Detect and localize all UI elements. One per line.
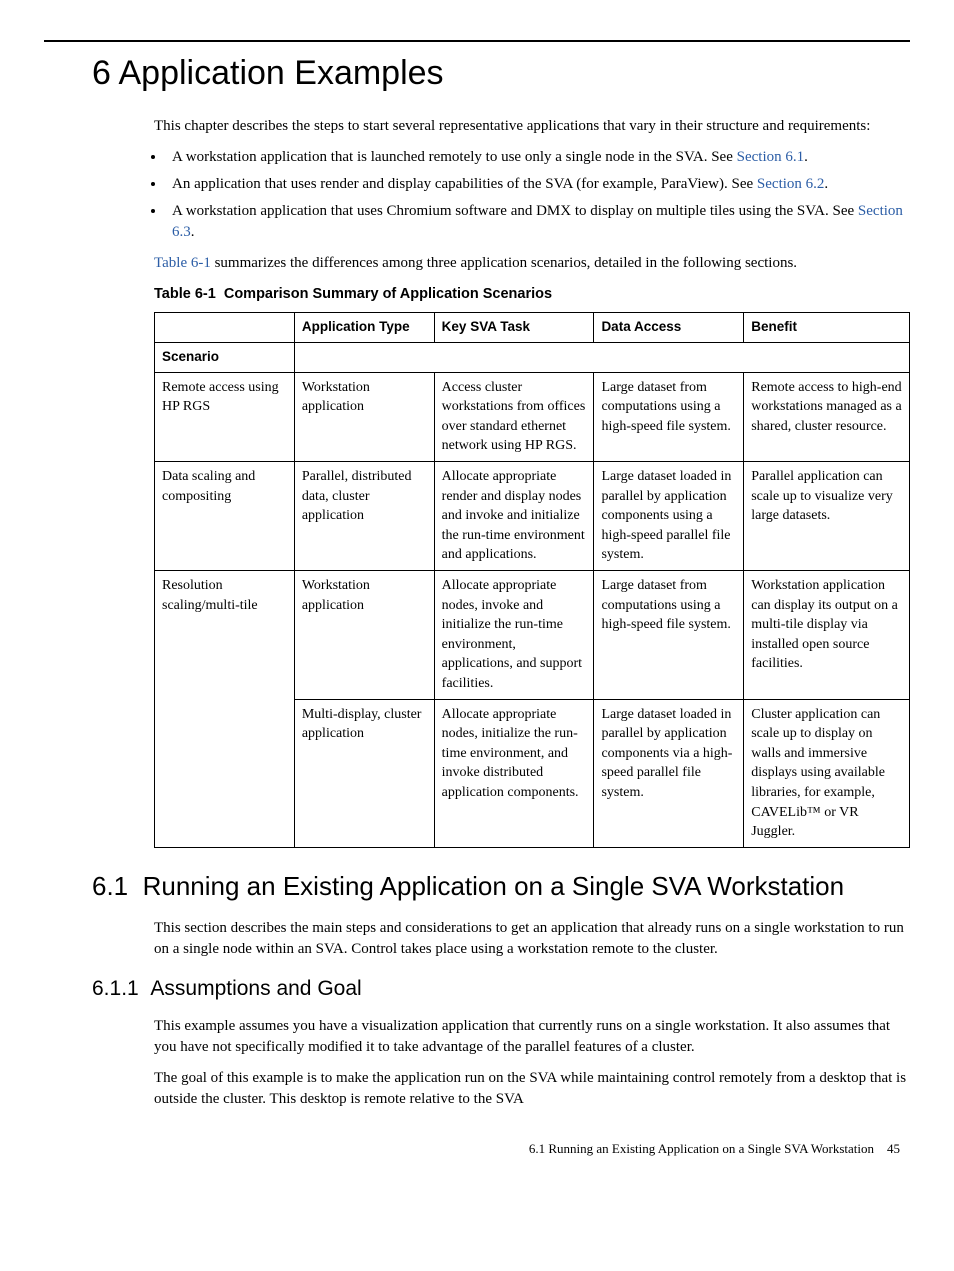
cell-scenario: Resolution scaling/multi-tile xyxy=(155,571,295,848)
table-intro-after: summarizes the differences among three a… xyxy=(211,255,797,271)
section-number: 6.1 xyxy=(92,871,128,901)
chapter-title-text: Application Examples xyxy=(119,54,444,92)
scenario-empty xyxy=(294,342,909,372)
table-caption-text: Comparison Summary of Application Scenar… xyxy=(224,286,552,302)
cell-scenario: Data scaling and compositing xyxy=(155,462,295,571)
section-heading: 6.1 Running an Existing Application on a… xyxy=(44,868,910,904)
header-task: Key SVA Task xyxy=(434,312,594,342)
header-empty xyxy=(155,312,295,342)
subsection-heading: 6.1.1 Assumptions and Goal xyxy=(44,974,910,1003)
bullet-list: A workstation application that is launch… xyxy=(166,147,910,243)
cell-benefit: Workstation application can display its … xyxy=(744,571,910,700)
cell-task: Allocate appropriate nodes, initialize t… xyxy=(434,699,594,847)
page-footer: 6.1 Running an Existing Application on a… xyxy=(44,1140,910,1158)
header-access: Data Access xyxy=(594,312,744,342)
cell-scenario: Remote access using HP RGS xyxy=(155,372,295,461)
bullet-after: . xyxy=(191,224,195,240)
footer-text: 6.1 Running an Existing Application on a… xyxy=(529,1141,874,1156)
subsection-paragraph: The goal of this example is to make the … xyxy=(154,1068,910,1110)
intro-paragraph: This chapter describes the steps to star… xyxy=(154,116,910,137)
bullet-after: . xyxy=(804,149,808,165)
table-link[interactable]: Table 6-1 xyxy=(154,255,211,271)
subsection-title: Assumptions and Goal xyxy=(150,977,361,1000)
table-caption: Table 6-1 Comparison Summary of Applicat… xyxy=(154,284,910,304)
list-item: An application that uses render and disp… xyxy=(166,174,910,195)
cell-task: Allocate appropriate render and display … xyxy=(434,462,594,571)
header-apptype: Application Type xyxy=(294,312,434,342)
bullet-after: . xyxy=(824,176,828,192)
section-title: Running an Existing Application on a Sin… xyxy=(143,871,844,901)
section-paragraph: This section describes the main steps an… xyxy=(154,918,910,960)
table-row: Resolution scaling/multi-tile Workstatio… xyxy=(155,571,910,700)
chapter-title: 6 Application Examples xyxy=(44,50,910,98)
scenario-label: Scenario xyxy=(155,342,295,372)
cell-access: Large dataset loaded in parallel by appl… xyxy=(594,462,744,571)
table-header-row: Application Type Key SVA Task Data Acces… xyxy=(155,312,910,342)
section-link[interactable]: Section 6.2 xyxy=(757,176,825,192)
cell-benefit: Cluster application can scale up to disp… xyxy=(744,699,910,847)
bullet-text: A workstation application that is launch… xyxy=(172,149,737,165)
top-rule xyxy=(44,40,910,42)
table-intro: Table 6-1 summarizes the differences amo… xyxy=(154,253,910,274)
cell-access: Large dataset from computations using a … xyxy=(594,571,744,700)
table-caption-prefix: Table 6-1 xyxy=(154,286,216,302)
page-number: 45 xyxy=(887,1141,900,1156)
cell-apptype: Workstation application xyxy=(294,372,434,461)
cell-access: Large dataset loaded in parallel by appl… xyxy=(594,699,744,847)
cell-benefit: Remote access to high-end workstations m… xyxy=(744,372,910,461)
subsection-paragraph: This example assumes you have a visualiz… xyxy=(154,1016,910,1058)
chapter-number: 6 xyxy=(92,54,111,92)
cell-apptype: Workstation application xyxy=(294,571,434,700)
header-benefit: Benefit xyxy=(744,312,910,342)
table-row: Remote access using HP RGS Workstation a… xyxy=(155,372,910,461)
cell-benefit: Parallel application can scale up to vis… xyxy=(744,462,910,571)
bullet-text: A workstation application that uses Chro… xyxy=(172,203,858,219)
table-row: Data scaling and compositing Parallel, d… xyxy=(155,462,910,571)
table-scenario-row: Scenario xyxy=(155,342,910,372)
cell-apptype: Parallel, distributed data, cluster appl… xyxy=(294,462,434,571)
cell-task: Allocate appropriate nodes, invoke and i… xyxy=(434,571,594,700)
cell-access: Large dataset from computations using a … xyxy=(594,372,744,461)
cell-apptype: Multi-display, cluster application xyxy=(294,699,434,847)
cell-task: Access cluster workstations from offices… xyxy=(434,372,594,461)
list-item: A workstation application that is launch… xyxy=(166,147,910,168)
subsection-number: 6.1.1 xyxy=(92,977,139,1000)
comparison-table: Application Type Key SVA Task Data Acces… xyxy=(154,312,910,848)
bullet-text: An application that uses render and disp… xyxy=(172,176,757,192)
section-link[interactable]: Section 6.1 xyxy=(737,149,805,165)
list-item: A workstation application that uses Chro… xyxy=(166,201,910,243)
